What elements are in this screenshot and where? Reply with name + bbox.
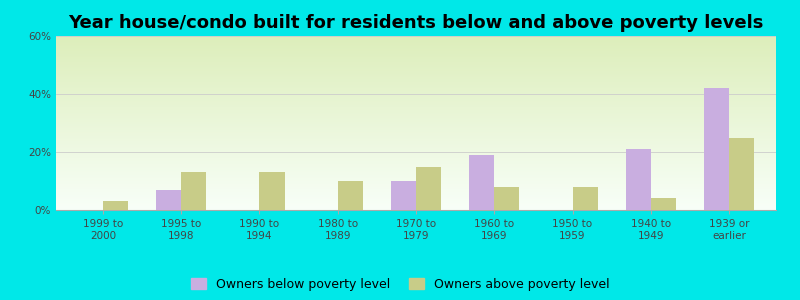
Bar xyxy=(338,181,362,210)
Bar xyxy=(259,172,285,210)
Bar xyxy=(470,155,494,210)
Title: Year house/condo built for residents below and above poverty levels: Year house/condo built for residents bel… xyxy=(68,14,764,32)
Bar xyxy=(573,187,598,210)
Bar xyxy=(729,137,754,210)
Bar xyxy=(626,149,650,210)
Bar xyxy=(103,201,128,210)
Bar xyxy=(494,187,519,210)
Bar xyxy=(650,198,676,210)
Bar xyxy=(391,181,416,210)
Bar xyxy=(182,172,206,210)
Legend: Owners below poverty level, Owners above poverty level: Owners below poverty level, Owners above… xyxy=(190,278,610,291)
Bar xyxy=(704,88,729,210)
Bar xyxy=(156,190,182,210)
Bar xyxy=(416,167,441,210)
